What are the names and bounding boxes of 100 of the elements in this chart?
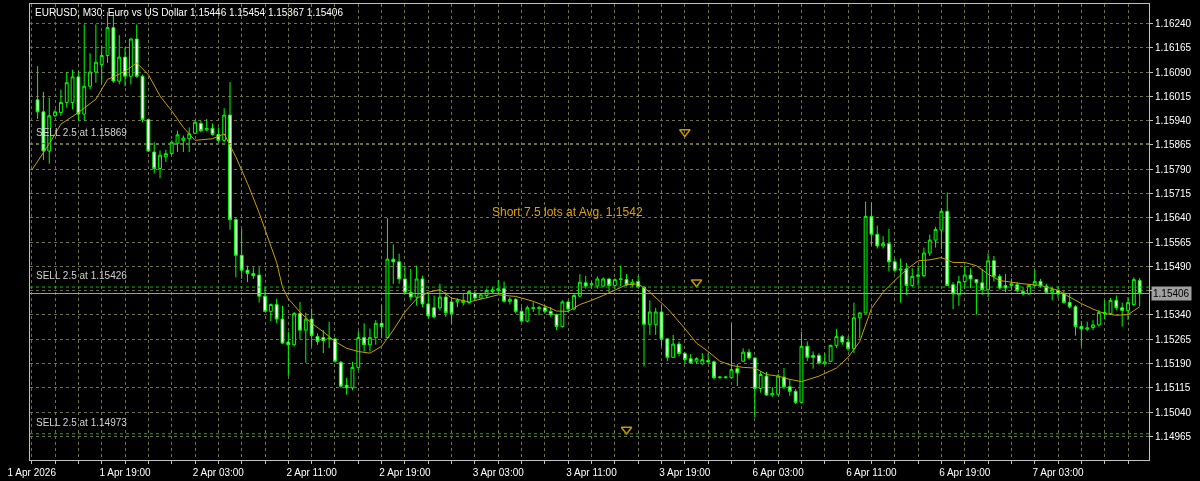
y-tick-label: 1.14965	[1155, 430, 1192, 442]
candlestick	[93, 23, 98, 84]
line-series	[31, 62, 1141, 383]
y-tick-label: 1.15565	[1155, 236, 1192, 248]
x-tick-label: 3 Apr 11:00	[566, 467, 618, 478]
candlestick	[117, 34, 122, 85]
x-tick-label: 6 Apr 11:00	[846, 467, 898, 478]
candlestick	[187, 126, 192, 153]
candlestick	[373, 319, 378, 346]
x-tick-label: 6 Apr 19:00	[939, 467, 991, 478]
candlestick	[403, 265, 407, 295]
y-tick-label: 1.15040	[1155, 406, 1192, 418]
candlestick	[642, 285, 646, 367]
y-tick-label: 1.15715	[1155, 187, 1192, 199]
y-tick-label: 1.15940	[1155, 115, 1192, 127]
candlestick	[158, 149, 162, 179]
candlestick	[647, 299, 652, 336]
candlestick	[682, 351, 687, 365]
candlestick	[408, 268, 413, 301]
candlestick	[612, 277, 617, 290]
candlestick	[1137, 277, 1142, 307]
candlestick	[496, 279, 501, 294]
candlestick	[991, 255, 996, 283]
candlestick	[577, 273, 582, 298]
candlestick	[338, 360, 343, 389]
candlestick	[443, 291, 448, 318]
x-tick-label: 7 Apr 03:00	[1032, 467, 1085, 478]
candlestick	[432, 294, 437, 319]
candlestick	[53, 108, 57, 118]
candlestick	[566, 299, 571, 313]
y-tick-label: 1.15640	[1155, 212, 1192, 224]
x-tick-label: 3 Apr 19:00	[659, 467, 711, 478]
candlestick	[123, 46, 127, 87]
candlestick	[956, 275, 961, 307]
candlestick	[811, 351, 816, 370]
candlestick	[1120, 302, 1125, 328]
x-tick-label: 2 Apr 11:00	[286, 467, 338, 478]
candlestick	[1091, 319, 1095, 331]
candlestick	[82, 23, 87, 122]
candlestick	[233, 217, 238, 278]
candlestick	[782, 367, 786, 390]
x-tick-label: 1 Apr 19:00	[99, 467, 152, 478]
y-tick-label: 1.15490	[1155, 260, 1192, 272]
candlestick	[927, 234, 932, 257]
x-tick-label: 1 Apr 2026	[7, 467, 57, 478]
candlestick	[193, 120, 197, 135]
candlestick	[601, 276, 606, 288]
candlestick	[478, 293, 483, 300]
candlestick	[303, 312, 308, 364]
candlestick	[397, 253, 402, 285]
candlestick	[706, 352, 711, 365]
y-tick-label: 1.15340	[1155, 309, 1192, 321]
x-tick-label: 2 Apr 19:00	[379, 467, 431, 478]
candlestick	[1061, 290, 1066, 305]
candlestick	[163, 149, 168, 163]
candlestick	[438, 283, 442, 311]
x-tick-label: 2 Apr 03:00	[192, 467, 245, 478]
candlestick	[327, 321, 332, 349]
candlestick	[263, 286, 267, 313]
candlestick	[712, 360, 716, 380]
y-tick-label: 1.16015	[1155, 90, 1192, 102]
candlestick	[752, 356, 757, 418]
candlestick	[671, 334, 676, 359]
x-tick-label: 3 Apr 03:00	[472, 467, 525, 478]
candlestick	[986, 252, 990, 298]
candlestick	[881, 235, 886, 250]
candlestick	[542, 304, 547, 315]
annotation: Short 7.5 lots at Avg. 1.1542	[492, 205, 643, 219]
point	[678, 128, 691, 138]
candlestick	[1131, 276, 1136, 307]
candlestick	[892, 258, 897, 273]
candlestick	[58, 89, 63, 117]
candlestick	[916, 265, 921, 286]
candlestick	[607, 277, 611, 293]
chart-title: EURUSD, M30: Euro vs US Dollar 1.15446 1.15454 1.15367 1.15406	[35, 7, 344, 18]
candlestick	[817, 352, 821, 365]
candlestick	[507, 296, 512, 306]
ref-line-label: SELL 2.5 at 1.15426	[36, 270, 128, 281]
candlestick	[887, 228, 891, 273]
y-tick-label: 1.16165	[1155, 42, 1192, 54]
candlestick	[741, 347, 746, 363]
candlestick	[362, 322, 367, 353]
candlestick	[531, 301, 536, 313]
candlestick	[152, 141, 157, 174]
candlestick	[368, 328, 372, 353]
candlestick	[945, 191, 950, 287]
candlestick	[1085, 321, 1090, 332]
candlestick	[846, 336, 851, 352]
candlestick	[572, 293, 576, 311]
candlestick	[268, 303, 273, 322]
ref-line-label: SELL 2.5 at 1.14973	[36, 417, 128, 428]
candlestick	[298, 301, 302, 341]
candlestick	[198, 120, 203, 133]
candlestick	[921, 247, 926, 278]
candlestick	[857, 311, 862, 339]
ref-line-label: 1.15406	[1153, 288, 1190, 299]
candlestick	[747, 348, 751, 361]
candlestick	[1126, 296, 1130, 321]
y-tick-label: 1.15265	[1155, 333, 1192, 345]
candlestick	[88, 52, 92, 90]
